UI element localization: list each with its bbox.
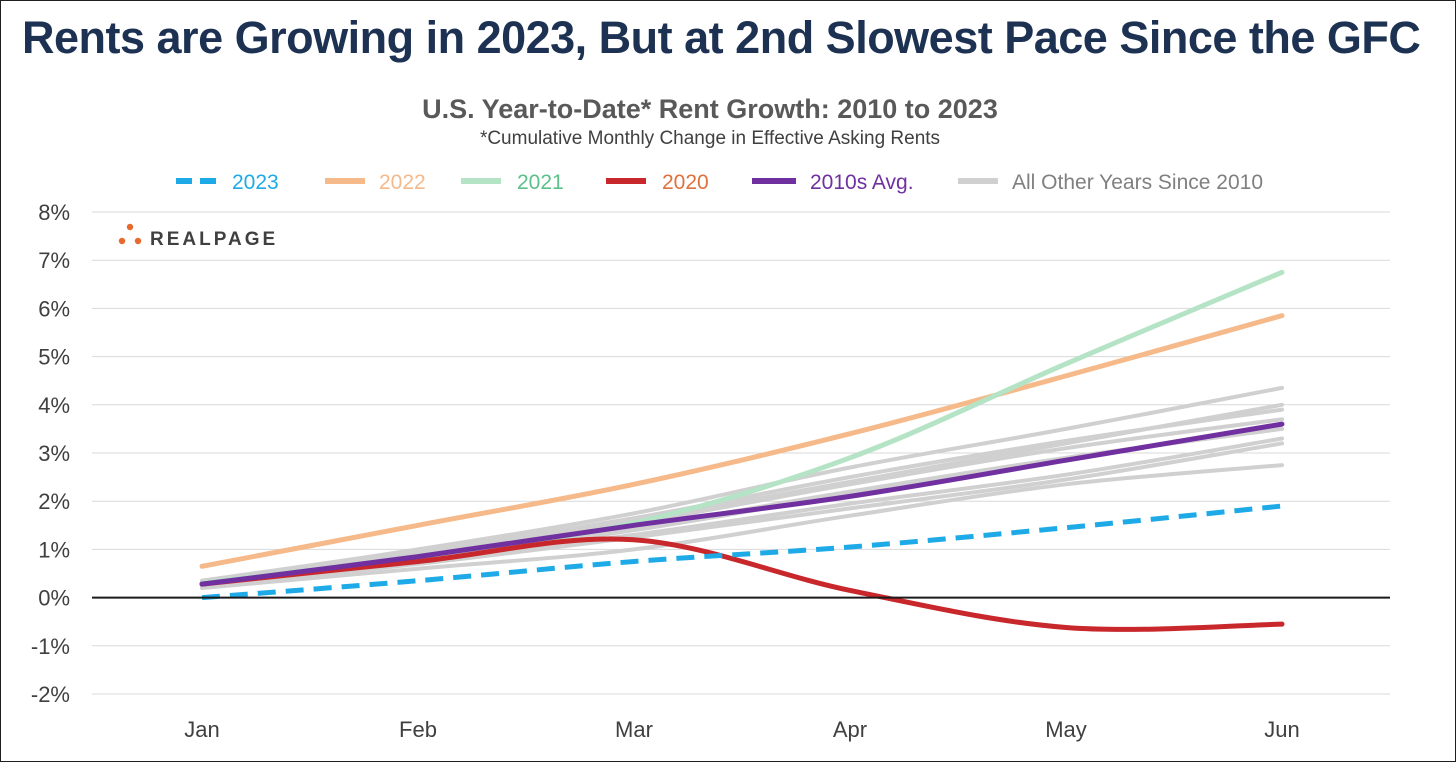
x-tick-label: Mar: [615, 717, 653, 742]
legend-label: 2022: [379, 171, 426, 194]
headline: Rents are Growing in 2023, But at 2nd Sl…: [22, 12, 1421, 63]
x-axis-ticks: Jan Feb Mar Apr May Jun: [184, 717, 1299, 742]
logo-dot-top: [126, 223, 134, 231]
legend-label: 2010s Avg.: [810, 171, 914, 194]
y-tick-label: 0%: [38, 586, 70, 611]
x-tick-label: Jan: [184, 717, 219, 742]
series-line-2010s-avg: [199, 421, 1285, 587]
logo-dot-right: [134, 237, 142, 245]
series-line-other-year: [200, 463, 1284, 590]
y-tick-label: 5%: [38, 345, 70, 370]
y-tick-label: -2%: [31, 682, 70, 707]
x-tick-label: May: [1045, 717, 1087, 742]
y-tick-label: 2%: [38, 489, 70, 514]
y-axis-ticks: 8% 7% 6% 5% 4% 3% 2% 1% 0% -1% -2%: [31, 200, 70, 707]
chart-title: U.S. Year-to-Date* Rent Growth: 2010 to …: [422, 94, 998, 124]
x-tick-label: Feb: [399, 717, 437, 742]
series-line-other-year: [200, 441, 1284, 588]
x-tick-label: Jun: [1264, 717, 1299, 742]
y-tick-label: 3%: [38, 441, 70, 466]
series-line-2023: [201, 503, 1283, 601]
y-tick-label: 4%: [38, 393, 70, 418]
y-tick-label: -1%: [31, 634, 70, 659]
series-line-2020: [199, 536, 1285, 632]
chart-subtitle: *Cumulative Monthly Change in Effective …: [479, 128, 941, 149]
realpage-logo: REALPAGE: [118, 223, 278, 250]
series-lines: [199, 269, 1285, 632]
y-tick-label: 7%: [38, 248, 70, 273]
gridlines: [92, 211, 1390, 695]
logo-text: REALPAGE: [150, 229, 278, 250]
x-tick-label: Apr: [833, 717, 867, 742]
y-tick-label: 8%: [38, 200, 70, 225]
legend: 2023 2022 2021 2020 2010s Avg. All Other Year…: [176, 171, 1263, 194]
logo-dot-left: [118, 237, 126, 245]
legend-label: 2023: [232, 171, 279, 194]
series-line-2022: [199, 313, 1285, 569]
series-line-other-year: [200, 385, 1284, 583]
legend-label: 2020: [662, 171, 709, 194]
legend-label: All Other Years Since 2010: [1012, 171, 1263, 194]
y-tick-label: 1%: [38, 537, 70, 562]
legend-label: 2021: [517, 171, 564, 194]
y-tick-label: 6%: [38, 296, 70, 321]
